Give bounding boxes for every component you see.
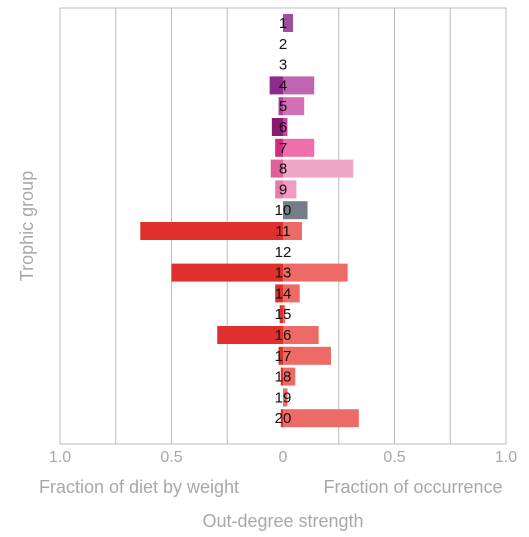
- bar: [140, 222, 283, 240]
- category-label: 6: [279, 119, 287, 136]
- right-axis-label: Fraction of occurrence: [323, 477, 502, 497]
- category-label: 3: [279, 57, 287, 74]
- bar: [278, 346, 283, 365]
- bar: [283, 14, 294, 32]
- bar: [283, 222, 302, 240]
- category-label: 17: [275, 348, 292, 365]
- bar: [271, 118, 283, 136]
- bar: [278, 97, 283, 116]
- bar: [275, 284, 283, 303]
- bar: [283, 305, 286, 324]
- bar: [275, 138, 283, 157]
- x-axis-label: Out-degree strength: [202, 511, 363, 531]
- x-tick-label: 0.5: [383, 449, 405, 466]
- category-label: 15: [275, 306, 292, 323]
- bar: [217, 326, 283, 344]
- category-label: 12: [275, 244, 292, 261]
- category-label: 20: [275, 410, 292, 427]
- bar: [283, 138, 315, 157]
- bar: [171, 263, 283, 282]
- x-tick-label: 1.0: [49, 449, 71, 466]
- category-label: 4: [279, 77, 287, 94]
- category-label: 16: [275, 327, 292, 344]
- bar: [283, 118, 288, 136]
- x-tick-label: 1.0: [495, 449, 517, 466]
- bar: [275, 180, 283, 199]
- category-label: 10: [275, 202, 292, 219]
- category-label: 1: [279, 15, 287, 32]
- category-label: 9: [279, 181, 287, 198]
- category-label: 2: [279, 36, 287, 53]
- bar: [283, 263, 348, 282]
- left-axis-label: Fraction of diet by weight: [39, 477, 239, 497]
- bar: [283, 159, 354, 178]
- x-tick-label: 0.5: [160, 449, 182, 466]
- category-label: 14: [275, 285, 292, 302]
- bar: [283, 388, 288, 407]
- bar: [270, 159, 283, 178]
- bar: [283, 409, 359, 428]
- category-label: 8: [279, 161, 287, 178]
- category-label: 5: [279, 98, 287, 115]
- bar: [283, 284, 300, 303]
- bar: [283, 180, 297, 199]
- bar: [283, 201, 308, 220]
- x-tick-label: 0: [279, 449, 288, 466]
- bar: [280, 367, 283, 386]
- bar: [269, 76, 283, 95]
- category-label: 11: [275, 223, 291, 240]
- category-label: 7: [279, 140, 287, 157]
- bar: [283, 76, 315, 95]
- bar: [283, 367, 296, 386]
- bar: [280, 409, 283, 428]
- category-label: 18: [275, 369, 292, 386]
- y-axis-label: Trophic group: [17, 171, 37, 281]
- bar: [283, 346, 331, 365]
- bar: [283, 97, 305, 116]
- bar: [283, 326, 319, 344]
- category-label: 19: [275, 389, 292, 406]
- category-label: 13: [275, 265, 292, 282]
- bar: [279, 305, 283, 324]
